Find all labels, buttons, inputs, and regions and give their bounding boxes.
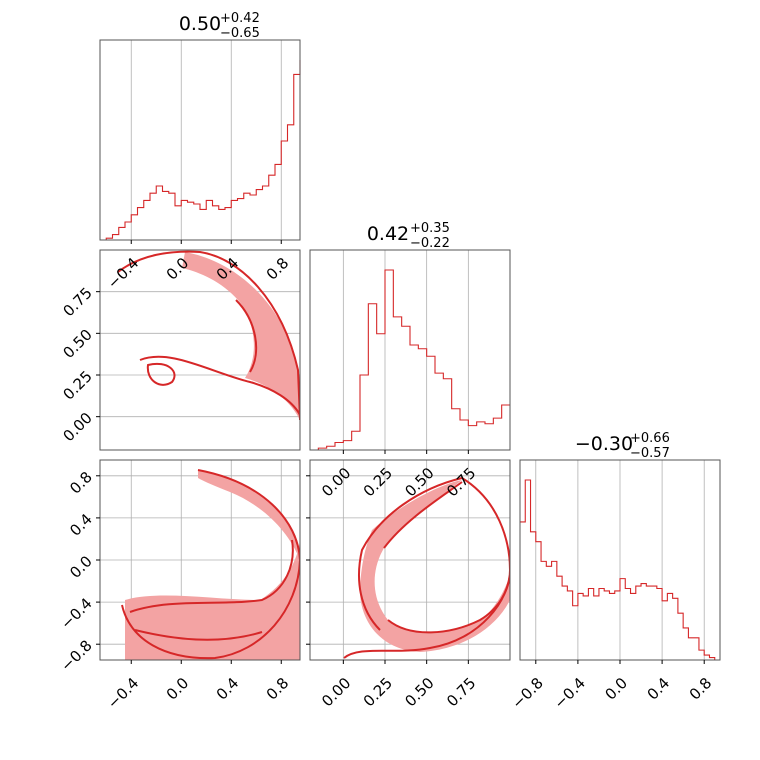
title-param-2: 0.42 — [367, 223, 409, 245]
frame-p4 — [99, 249, 301, 451]
x-tick-label: 0.0 — [601, 674, 631, 704]
x-tick-label: 0.25 — [360, 674, 396, 710]
grid-p2 — [342, 250, 469, 450]
histogram-param-3 — [520, 479, 720, 661]
x-tick-label: 0.8 — [263, 254, 293, 284]
x-tick-label: 0.4 — [644, 674, 674, 704]
histogram-param-2 — [310, 269, 510, 451]
contour-outer-p4 — [117, 250, 300, 421]
x-tick-label: 0.8 — [686, 674, 716, 704]
frame-p1 — [99, 39, 301, 241]
x-tick-label: −0.4 — [104, 254, 142, 292]
title-param-2-plus: +0.35 — [410, 221, 450, 236]
x-tick-label: 0.00 — [318, 464, 354, 500]
x-tick-label: 0.75 — [443, 674, 479, 710]
x-tick-label: 0.4 — [213, 674, 243, 704]
panel-param-3-vs-param-1 — [99, 459, 301, 661]
title-param-3-minus: −0.57 — [630, 446, 670, 461]
title-param-2-minus: −0.22 — [410, 236, 450, 251]
y-tick-label: 0.75 — [59, 284, 95, 320]
x-tick-label: 0.00 — [318, 674, 354, 710]
x-tick-label: −0.4 — [104, 674, 142, 712]
contour-outer-p6 — [343, 476, 510, 659]
y-tick-label: 0.8 — [66, 468, 96, 498]
histogram-param-1 — [100, 60, 301, 241]
x-tick-label: −0.4 — [550, 674, 588, 712]
contour-band-p4 — [182, 252, 300, 420]
x-tick-label: 0.0 — [163, 674, 193, 704]
contour-left-p4 — [146, 362, 176, 386]
panel-param-2-marginal: 0.42 +0.35 −0.22 — [309, 221, 511, 451]
contour-mid-p6 — [383, 481, 463, 549]
grid-p1 — [130, 40, 282, 240]
panel-param-2-vs-param-1 — [99, 249, 301, 451]
panel-param-1-marginal: 0.50 +0.42 −0.65 — [99, 11, 301, 241]
grid-p3 — [535, 460, 705, 660]
contour-group-p6 — [343, 476, 510, 659]
title-param-1-minus: −0.65 — [220, 26, 260, 41]
panel-param-3-marginal: −0.30 +0.66 −0.57 — [519, 431, 721, 661]
y-tick-label: −0.4 — [57, 594, 95, 632]
title-param-1: 0.50 — [179, 13, 221, 35]
contour-inner-p5 — [129, 539, 294, 613]
title-param-3: −0.30 — [575, 433, 633, 455]
contour-top-band-p5 — [198, 470, 300, 560]
panel-param-3-vs-param-2 — [309, 459, 511, 661]
contour-group-p5 — [121, 469, 300, 660]
contour-band-p5 — [125, 540, 300, 660]
contour-group-p4 — [117, 250, 300, 421]
frame-p2 — [309, 249, 511, 451]
title-param-3-plus: +0.66 — [630, 431, 670, 446]
x-tick-label: 0.50 — [401, 674, 437, 710]
contour-inner-p6 — [387, 574, 510, 634]
contour-outer-p5 — [121, 469, 300, 660]
x-tick-label: 0.75 — [443, 464, 479, 500]
x-tick-label: 0.8 — [263, 674, 293, 704]
y-tick-label: 0.4 — [66, 510, 96, 540]
contour-lower-p5 — [134, 629, 263, 641]
contour-band-p6 — [359, 480, 510, 652]
y-tick-label: 0.25 — [59, 367, 95, 403]
y-tick-label: −0.8 — [57, 636, 95, 674]
y-tick-label: 0.0 — [66, 552, 96, 582]
title-param-1-plus: +0.42 — [220, 11, 260, 26]
y-tick-label: 0.50 — [59, 326, 95, 362]
contour-inner-p4 — [139, 355, 300, 416]
contour-mid-p4 — [235, 299, 258, 373]
x-tick-label: −0.8 — [508, 674, 546, 712]
x-tick-label: 0.25 — [360, 464, 396, 500]
y-tick-label: 0.00 — [59, 409, 95, 445]
